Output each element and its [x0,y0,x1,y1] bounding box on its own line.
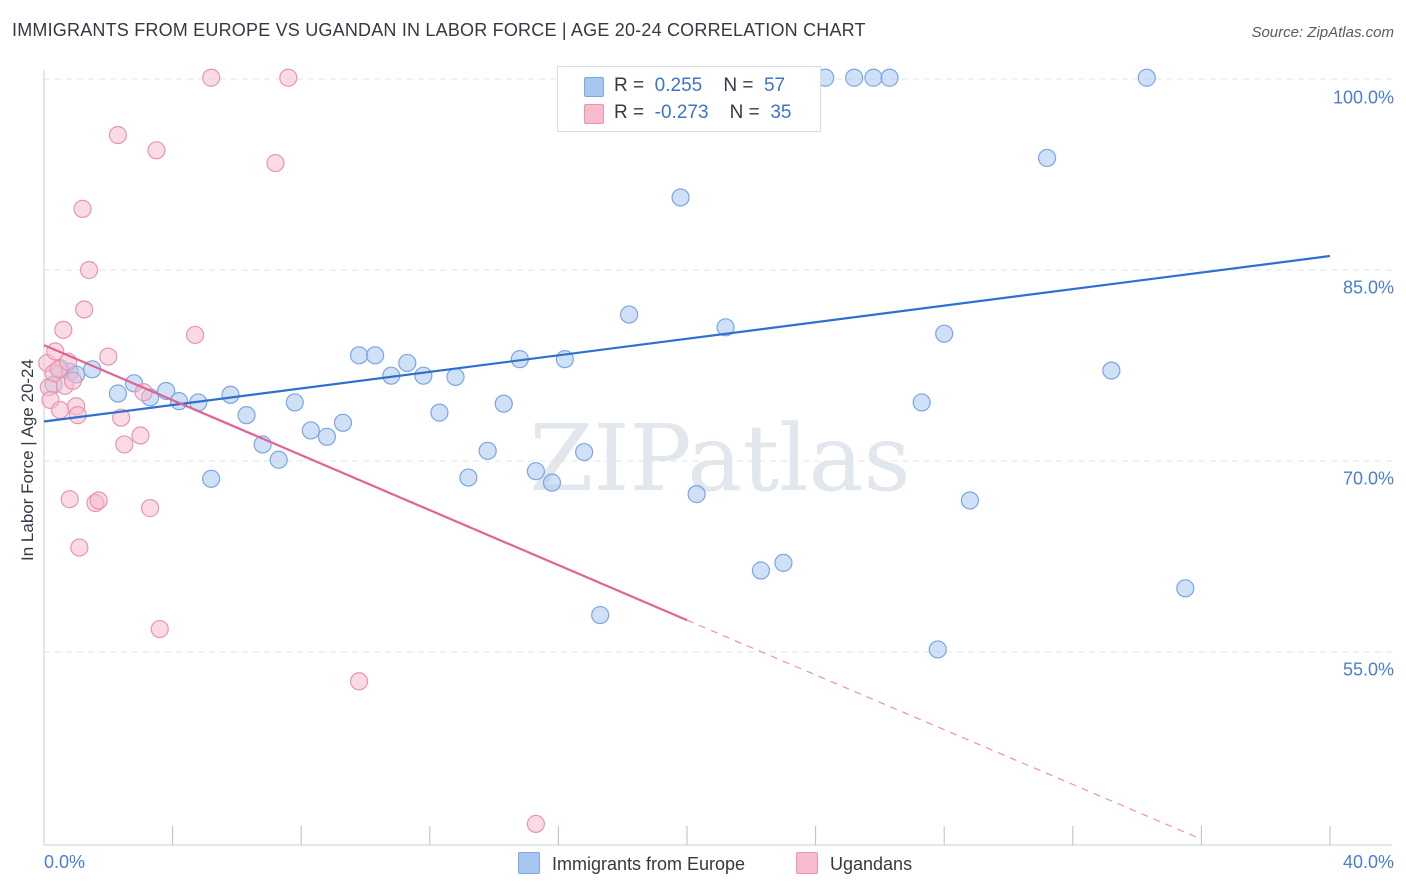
point-europe-29 [494,394,513,413]
point-europe-13 [237,406,256,425]
point-europe-40 [716,318,735,337]
point-ugandans-16 [75,300,94,319]
point-europe-36 [620,305,639,324]
point-europe-53 [1037,148,1057,168]
y-tick-label-55: 55.0% [1342,659,1394,680]
point-ugandans-15 [73,199,92,218]
point-ugandans-28 [150,619,169,639]
n-value-europe: 57 [763,75,786,96]
chart-title: IMMIGRANTS FROM EUROPE VS UGANDAN IN LAB… [12,20,866,40]
point-ugandans-10 [60,490,79,509]
point-europe-34 [575,442,594,462]
point-europe-49 [912,393,931,412]
point-europe-23 [398,353,417,373]
point-ugandans-33 [349,672,369,691]
point-europe-15 [269,450,288,469]
point-ugandans-20 [99,347,118,366]
point-europe-16 [285,393,304,412]
point-ugandans-34 [526,814,545,834]
r-value-ugandans: -0.273 [654,102,709,123]
point-europe-39 [687,485,706,504]
point-ugandans-32 [279,68,298,87]
point-europe-12 [221,385,240,404]
legend-label-europe: Immigrants from Europe [552,854,746,874]
point-europe-38 [671,188,690,207]
point-ugandans-22 [112,408,131,427]
point-ugandans-6 [50,400,70,420]
legend-key-europe [518,852,540,874]
point-europe-27 [459,468,478,487]
y-tick-label-85: 85.0% [1342,277,1394,298]
point-europe-32 [542,473,562,492]
point-europe-5 [108,384,128,403]
point-europe-28 [478,441,497,460]
point-ugandans-14 [70,538,89,557]
point-europe-35 [591,605,610,625]
legend-item-ugandans[interactable]: Ugandans [796,852,912,875]
point-ugandans-7 [54,320,73,339]
legend-label-ugandans: Ugandans [830,854,913,874]
stats-legend: R = 0.255 N = 57 R = -0.273 N = 35 [557,66,821,132]
point-europe-26 [446,367,465,387]
point-europe-47 [864,68,883,87]
point-europe-25 [430,403,449,422]
watermark: ZIPatlas [529,405,910,512]
r-value-europe: 0.255 [654,75,703,96]
point-europe-19 [333,413,353,432]
point-europe-55 [1137,68,1156,87]
gridlines [44,78,1392,653]
point-europe-21 [366,346,385,365]
point-europe-20 [349,346,369,365]
y-tick-label-100: 100.0% [1332,87,1394,108]
trend-line-europe [43,254,1331,423]
point-europe-48 [880,68,899,87]
legend-key-ugandans [796,852,818,874]
chart-source: Source: ZipAtlas.com [1251,24,1394,41]
point-europe-17 [301,421,320,440]
point-europe-50 [928,640,947,659]
axes [43,70,1392,846]
point-ugandans-21 [108,125,128,145]
point-europe-54 [1102,361,1121,380]
point-ugandans-23 [115,435,134,454]
point-europe-24 [414,366,433,385]
point-europe-31 [526,462,545,481]
legend-item-europe[interactable]: Immigrants from Europe [518,852,745,875]
point-europe-52 [960,491,980,510]
x-tick-label-min: 0.0% [44,852,86,872]
point-europe-42 [751,561,771,580]
point-europe-56 [1176,579,1195,598]
point-ugandans-13 [68,406,87,425]
point-ugandans-26 [140,499,160,518]
point-ugandans-24 [131,426,150,445]
point-europe-46 [845,68,864,87]
y-tick-label-70: 70.0% [1342,468,1394,489]
series-ugandans [38,68,545,834]
point-europe-51 [935,324,954,343]
x-tick-label-max: 40.0% [1342,852,1394,872]
point-europe-18 [317,427,337,446]
point-europe-44 [774,553,793,572]
point-ugandans-19 [89,491,108,510]
n-value-ugandans: 35 [770,102,792,123]
point-ugandans-31 [266,153,285,173]
point-ugandans-11 [63,371,83,390]
point-ugandans-30 [202,68,221,87]
point-ugandans-29 [186,325,205,345]
trend-line-ugandans [43,344,688,622]
trend-lines [43,254,1331,840]
legend-swatch-ugandans [584,104,604,124]
point-europe-11 [202,469,221,488]
trend-line-ugandans-extrapolated [686,619,1202,840]
legend-swatch-europe [584,77,604,97]
point-ugandans-17 [79,260,99,280]
point-ugandans-27 [147,141,166,160]
series-immigrants-from-europe [44,68,1195,659]
